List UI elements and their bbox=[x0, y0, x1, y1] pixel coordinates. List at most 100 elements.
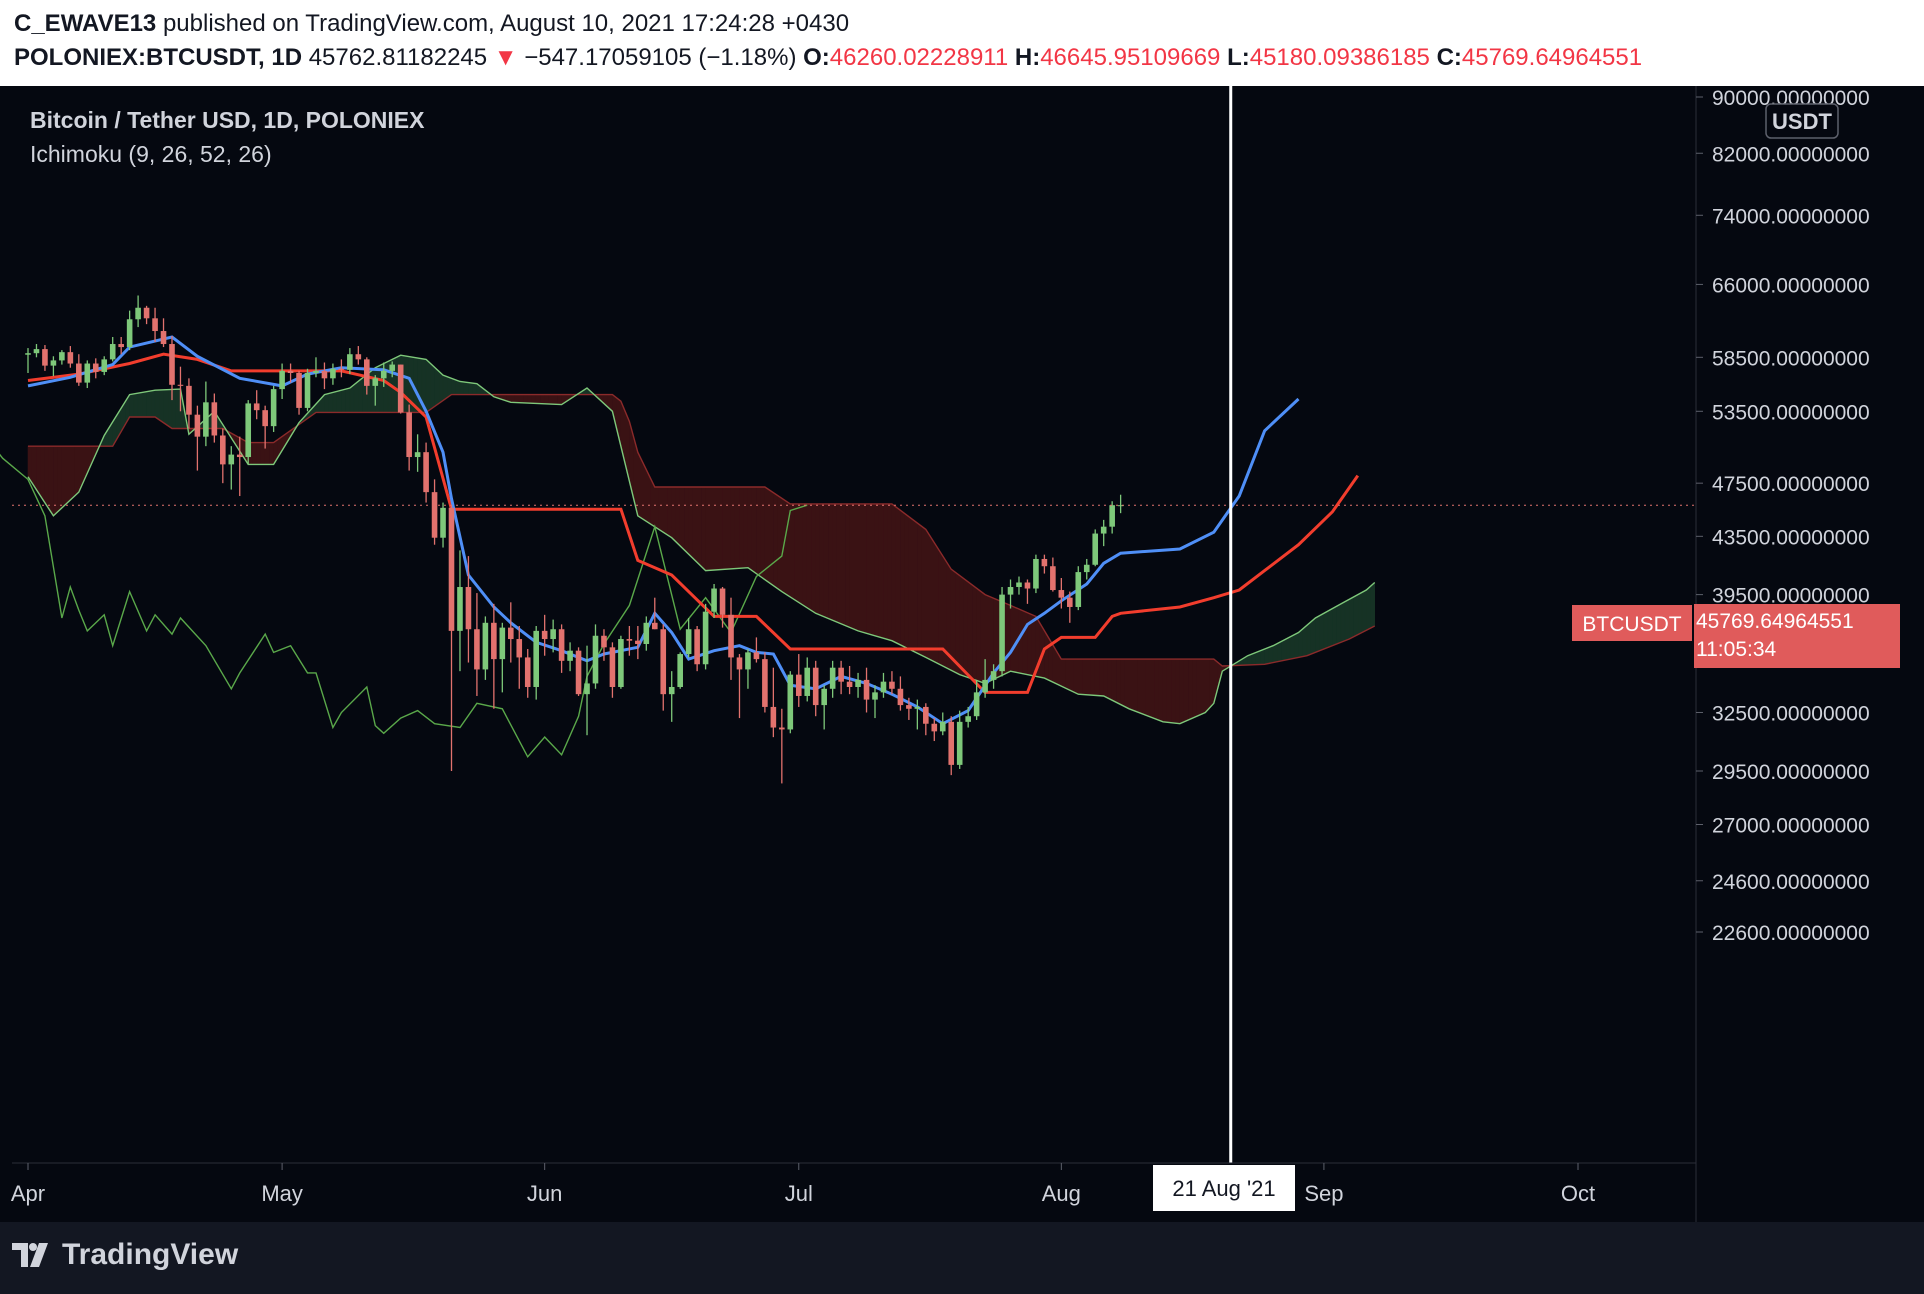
cloud-segment bbox=[129, 393, 135, 418]
cloud-segment bbox=[1005, 603, 1011, 674]
candle bbox=[109, 336, 116, 362]
cloud-segment bbox=[65, 445, 71, 505]
cloud-segment bbox=[374, 365, 380, 413]
cloud-segment bbox=[1209, 658, 1215, 709]
candle-body bbox=[1117, 505, 1124, 507]
cloud-segment bbox=[1268, 645, 1274, 664]
candle-body bbox=[745, 652, 751, 670]
cloud-segment bbox=[1196, 658, 1202, 717]
candle-body bbox=[1100, 526, 1107, 534]
chart-panel[interactable]: 90000.00000000 82000.00000000 74000.000000… bbox=[0, 86, 1924, 1222]
price-change: −547.17059105 (−1.18%) bbox=[524, 44, 797, 71]
author-name[interactable]: C_EWAVE13 bbox=[14, 10, 157, 37]
candle bbox=[203, 381, 209, 447]
indicator-label[interactable]: Ichimoku (9, 26, 52, 26) bbox=[30, 141, 272, 167]
cloud-segment bbox=[819, 503, 825, 618]
candle-body bbox=[67, 352, 74, 364]
cloud-segment bbox=[459, 381, 465, 395]
candle-body bbox=[601, 635, 607, 648]
cloud-segment bbox=[133, 392, 139, 418]
candle-body bbox=[762, 659, 768, 707]
cloud-segment bbox=[137, 392, 143, 418]
price-tick-label: 22600.00000000 bbox=[1712, 922, 1870, 945]
cloud-segment bbox=[57, 445, 63, 513]
cloud-segment bbox=[1018, 608, 1024, 675]
candle-body bbox=[465, 587, 472, 630]
cloud-segment bbox=[722, 486, 728, 570]
cloud-segment bbox=[1150, 658, 1155, 720]
change-arrow-icon: ▼ bbox=[493, 44, 518, 71]
cloud-segment bbox=[1099, 658, 1104, 697]
cloud-segment bbox=[1145, 658, 1151, 718]
cloud-segment bbox=[70, 445, 75, 501]
candle bbox=[1100, 519, 1107, 547]
candle-body bbox=[1083, 564, 1090, 573]
candle bbox=[516, 626, 523, 689]
candle-body bbox=[33, 349, 40, 354]
candle bbox=[389, 361, 396, 378]
cloud-segment bbox=[1370, 581, 1375, 629]
candle bbox=[541, 614, 548, 656]
candle bbox=[1083, 558, 1090, 580]
cloud-segment bbox=[1353, 594, 1359, 638]
candle-body bbox=[702, 611, 709, 665]
candle bbox=[897, 676, 904, 711]
cloud-segment bbox=[552, 394, 558, 405]
cloud-segment bbox=[442, 374, 448, 402]
candle-body bbox=[423, 452, 429, 493]
candle-body bbox=[880, 681, 887, 693]
time-axis[interactable]: Apr May Jun Jul Aug Sep Oct bbox=[11, 1163, 1595, 1206]
cloud-segment bbox=[1073, 658, 1079, 695]
cloud-segment bbox=[40, 445, 46, 504]
chart-canvas[interactable]: 90000.0000000082000.0000000074000.000000… bbox=[0, 86, 1924, 1222]
cloud-segment bbox=[1340, 600, 1346, 643]
candle-body bbox=[838, 667, 844, 682]
candle-body bbox=[914, 706, 921, 709]
candle bbox=[779, 708, 785, 784]
candle bbox=[482, 616, 489, 680]
candle-body bbox=[482, 622, 489, 670]
candle bbox=[220, 428, 226, 484]
cloud-segment bbox=[692, 486, 698, 563]
cloud-segment bbox=[269, 442, 274, 465]
candle-body bbox=[516, 639, 523, 658]
candle bbox=[812, 660, 819, 717]
cloud-segment bbox=[1315, 615, 1320, 653]
cloud-segment bbox=[696, 486, 702, 568]
currency-badge[interactable]: USDT bbox=[1765, 103, 1839, 139]
candle-body bbox=[711, 588, 717, 612]
candle bbox=[533, 626, 539, 700]
cloud-segment bbox=[548, 394, 554, 405]
candle bbox=[143, 305, 150, 325]
candle-body bbox=[1058, 590, 1065, 598]
candle-body bbox=[973, 692, 980, 717]
cloud-segment bbox=[1200, 658, 1206, 715]
cloud-segment bbox=[540, 394, 546, 405]
candle-body bbox=[355, 354, 362, 360]
price-axis[interactable]: 90000.0000000082000.0000000074000.000000… bbox=[1696, 87, 1870, 945]
candle bbox=[33, 344, 40, 358]
cloud-segment bbox=[1116, 658, 1121, 705]
candle bbox=[973, 679, 980, 720]
candle-body bbox=[42, 349, 48, 366]
cloud-segment bbox=[1310, 617, 1316, 655]
candle-body bbox=[135, 307, 141, 320]
cloud-segment bbox=[798, 503, 804, 606]
tradingview-logo[interactable]: TradingView bbox=[12, 1238, 238, 1272]
price-tick-label: 53500.00000000 bbox=[1712, 401, 1870, 424]
candle bbox=[575, 647, 582, 696]
cloud-segment bbox=[557, 394, 562, 405]
candle bbox=[1007, 579, 1014, 609]
cloud-segment bbox=[976, 587, 982, 683]
last-price-tag-value: 45769.64964551 bbox=[1696, 610, 1854, 633]
cloud-segment bbox=[963, 578, 969, 679]
candle bbox=[584, 645, 590, 736]
cloud-segment bbox=[1061, 658, 1066, 689]
candle bbox=[863, 667, 870, 713]
cloud-segment bbox=[1188, 658, 1193, 721]
cloud-segment bbox=[1272, 642, 1278, 663]
candle-body bbox=[186, 385, 192, 415]
candle-body bbox=[990, 671, 997, 680]
candle-body bbox=[795, 674, 802, 696]
candle-body bbox=[431, 492, 438, 538]
